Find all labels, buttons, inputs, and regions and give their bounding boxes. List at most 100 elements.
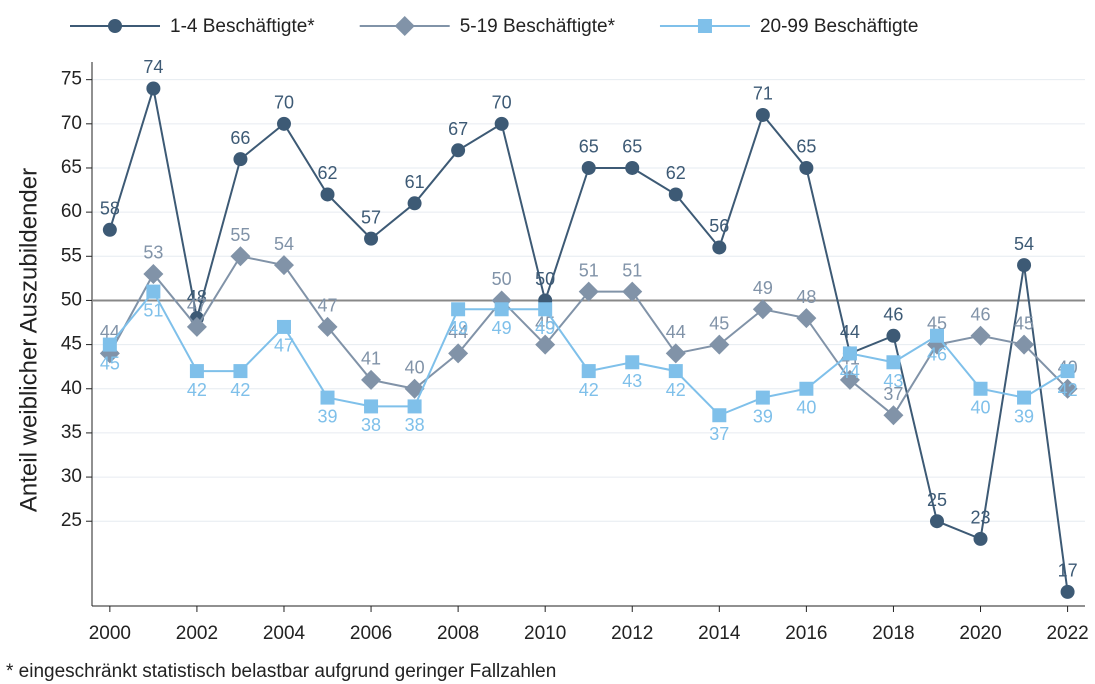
value-label: 56 bbox=[709, 216, 729, 236]
value-label: 67 bbox=[448, 119, 468, 139]
value-label: 47 bbox=[274, 336, 294, 356]
point bbox=[973, 381, 988, 396]
y-tick-label: 30 bbox=[61, 466, 82, 487]
point bbox=[407, 196, 422, 211]
value-label: 39 bbox=[318, 406, 338, 426]
value-label: 65 bbox=[579, 137, 599, 157]
footnote: * eingeschränkt statistisch belastbar au… bbox=[6, 661, 556, 682]
point bbox=[276, 116, 291, 131]
point bbox=[494, 116, 509, 131]
point bbox=[276, 319, 291, 334]
value-label: 45 bbox=[100, 353, 120, 373]
x-tick-label: 2012 bbox=[611, 623, 653, 644]
point bbox=[230, 246, 251, 267]
point bbox=[189, 364, 204, 379]
value-label: 42 bbox=[230, 380, 250, 400]
value-label: 50 bbox=[492, 269, 512, 289]
point bbox=[186, 316, 207, 337]
value-label: 49 bbox=[535, 318, 555, 338]
value-label: 53 bbox=[143, 243, 163, 263]
value-label: 66 bbox=[230, 128, 250, 148]
legend-label: 1-4 Beschäftigte* bbox=[170, 16, 315, 37]
value-label: 58 bbox=[100, 199, 120, 219]
value-label: 54 bbox=[1014, 234, 1034, 254]
point bbox=[407, 399, 422, 414]
value-label: 25 bbox=[927, 490, 947, 510]
point bbox=[451, 143, 466, 158]
value-label: 51 bbox=[622, 260, 642, 280]
y-tick-label: 60 bbox=[61, 201, 82, 222]
value-label: 55 bbox=[230, 225, 250, 245]
x-tick-label: 2022 bbox=[1046, 623, 1088, 644]
value-label: 45 bbox=[927, 313, 947, 333]
value-label: 51 bbox=[579, 260, 599, 280]
value-label: 45 bbox=[535, 313, 555, 333]
value-label: 44 bbox=[666, 322, 686, 342]
value-label: 44 bbox=[840, 322, 860, 342]
point bbox=[361, 369, 382, 390]
y-tick-label: 70 bbox=[61, 113, 82, 134]
point bbox=[886, 355, 901, 370]
x-tick-label: 2002 bbox=[176, 623, 218, 644]
point bbox=[143, 263, 164, 284]
value-label: 70 bbox=[274, 93, 294, 113]
point bbox=[146, 284, 161, 299]
point bbox=[839, 369, 860, 390]
point bbox=[697, 19, 712, 33]
value-label: 42 bbox=[666, 380, 686, 400]
point bbox=[712, 240, 727, 255]
point bbox=[394, 16, 415, 36]
value-label: 51 bbox=[143, 300, 163, 320]
point bbox=[668, 364, 683, 379]
value-label: 46 bbox=[927, 345, 947, 365]
value-label: 45 bbox=[709, 313, 729, 333]
y-tick-label: 40 bbox=[61, 378, 82, 399]
x-tick-label: 2000 bbox=[89, 623, 131, 644]
value-label: 71 bbox=[753, 84, 773, 104]
legend-label: 5-19 Beschäftigte* bbox=[460, 16, 616, 37]
value-label: 43 bbox=[622, 371, 642, 391]
value-label: 65 bbox=[796, 137, 816, 157]
value-label: 46 bbox=[971, 305, 991, 325]
x-tick-label: 2018 bbox=[872, 623, 914, 644]
point bbox=[842, 346, 857, 361]
value-label: 41 bbox=[361, 349, 381, 369]
point bbox=[1057, 378, 1078, 399]
point bbox=[755, 107, 770, 122]
point bbox=[929, 514, 944, 529]
value-label: 40 bbox=[405, 358, 425, 378]
point bbox=[625, 160, 640, 175]
point bbox=[1014, 334, 1035, 355]
point bbox=[102, 337, 117, 352]
point bbox=[970, 325, 991, 346]
x-tick-label: 2014 bbox=[698, 623, 741, 644]
point bbox=[317, 316, 338, 337]
point bbox=[929, 328, 944, 343]
point bbox=[799, 381, 814, 396]
value-label: 38 bbox=[405, 415, 425, 435]
point bbox=[1017, 390, 1032, 405]
point bbox=[273, 255, 294, 276]
value-label: 17 bbox=[1058, 561, 1078, 581]
point bbox=[448, 343, 469, 364]
point bbox=[102, 222, 117, 237]
value-label: 45 bbox=[1014, 313, 1034, 333]
value-label: 49 bbox=[753, 278, 773, 298]
value-label: 57 bbox=[361, 207, 381, 227]
value-label: 44 bbox=[448, 322, 468, 342]
x-tick-label: 2008 bbox=[437, 623, 479, 644]
y-axis-label: Anteil weiblicher Auszubildender bbox=[15, 168, 42, 512]
value-label: 39 bbox=[1014, 406, 1034, 426]
y-tick-label: 50 bbox=[61, 289, 82, 310]
point bbox=[796, 308, 817, 329]
point bbox=[538, 302, 553, 317]
y-tick-label: 65 bbox=[61, 157, 82, 178]
point bbox=[364, 399, 379, 414]
point bbox=[755, 390, 770, 405]
value-label: 61 bbox=[405, 172, 425, 192]
value-label: 44 bbox=[840, 362, 860, 382]
y-tick-label: 35 bbox=[61, 422, 82, 443]
point bbox=[1017, 258, 1032, 273]
value-label: 42 bbox=[187, 380, 207, 400]
